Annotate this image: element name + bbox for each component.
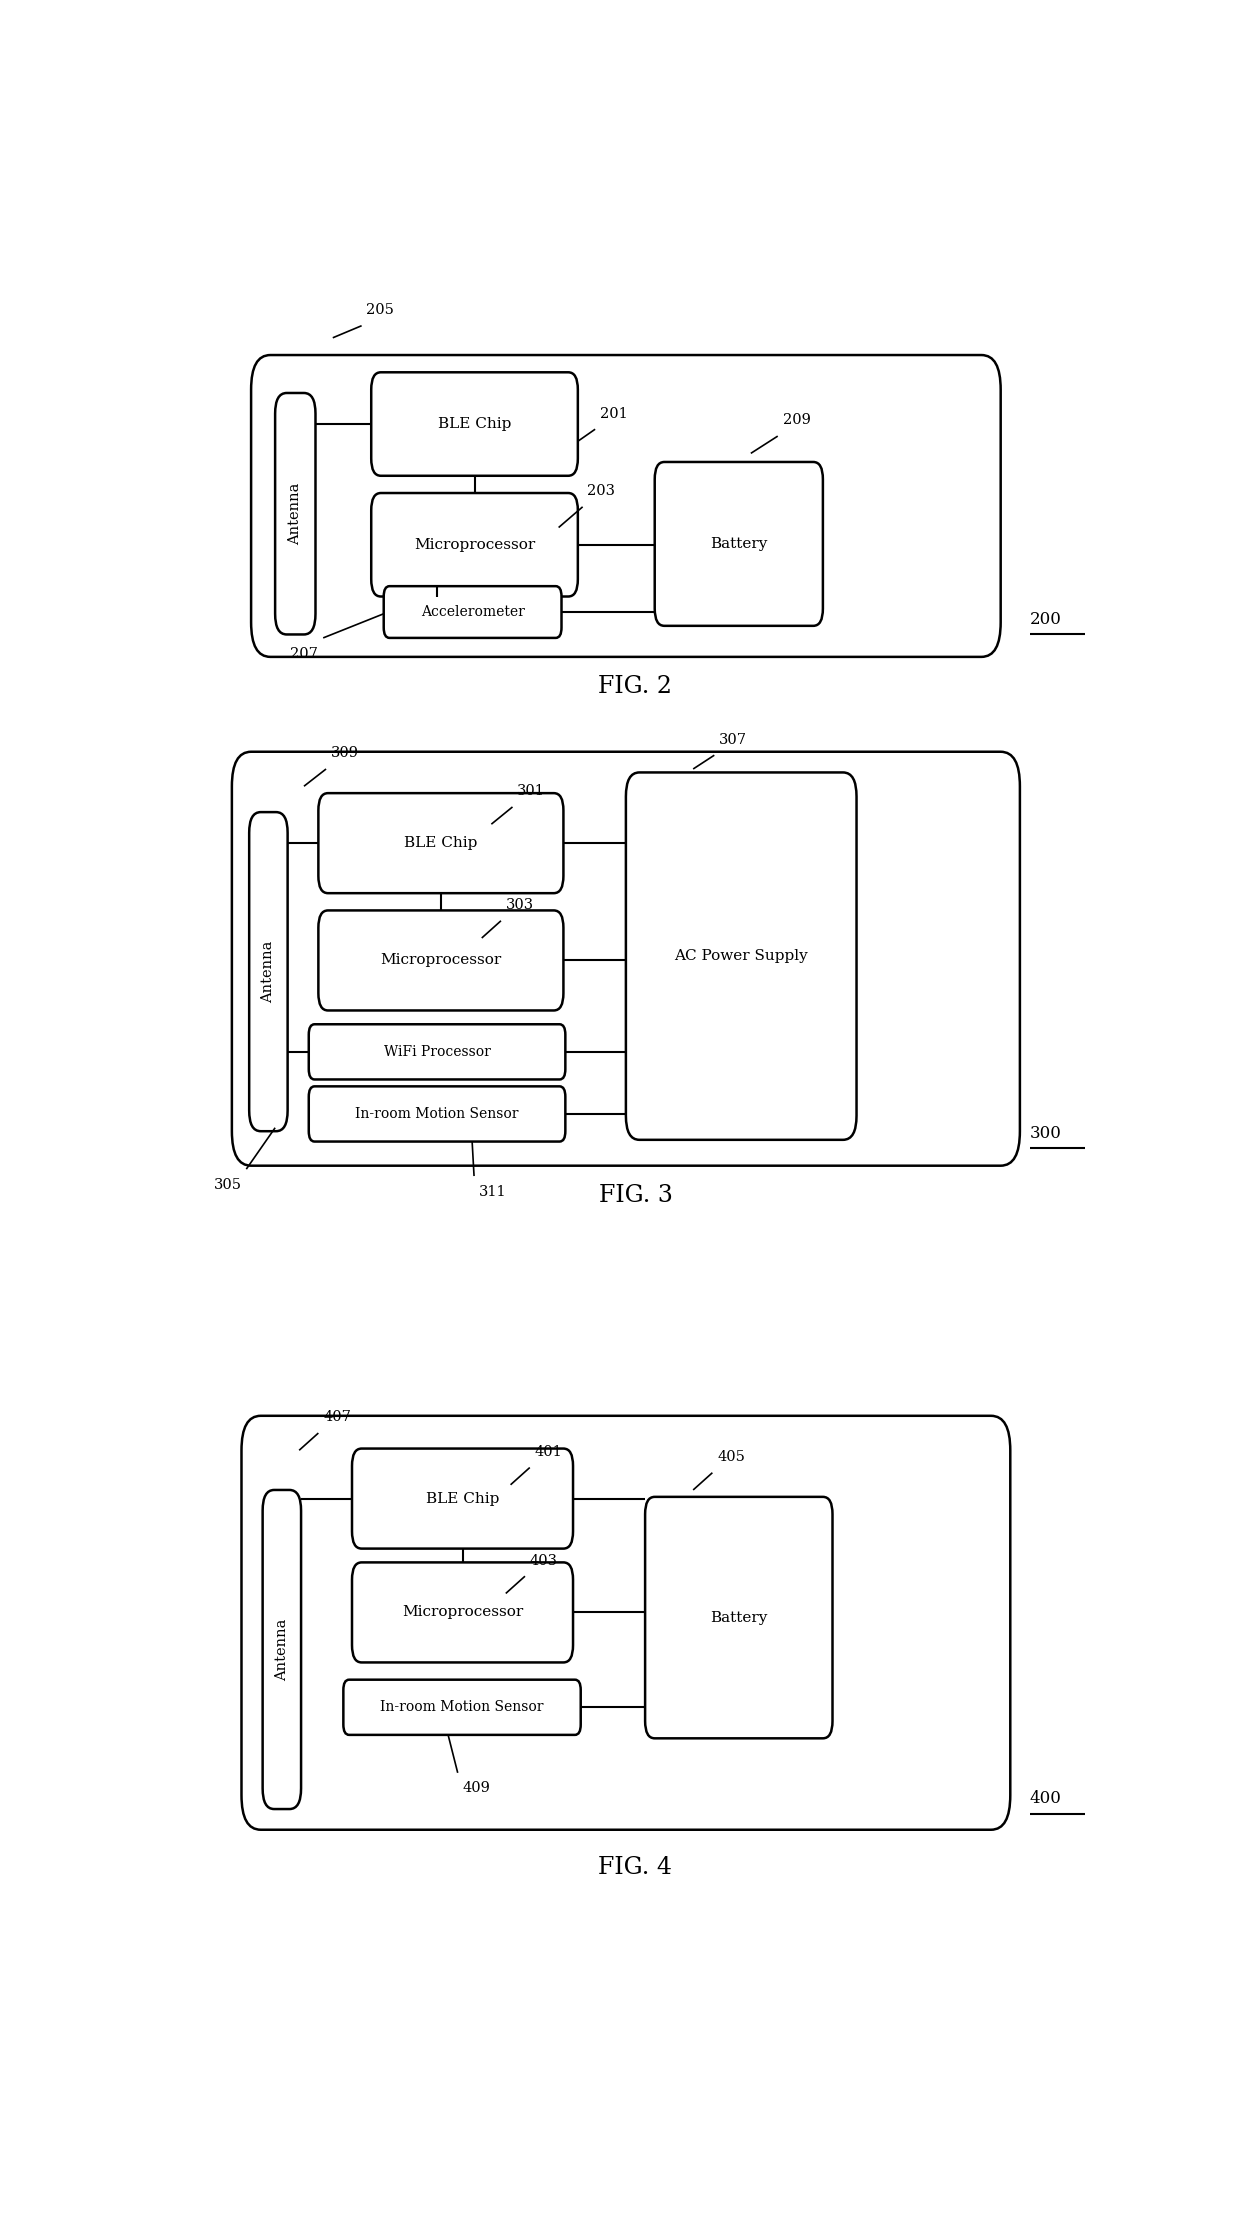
FancyBboxPatch shape (371, 493, 578, 596)
Text: 205: 205 (367, 302, 394, 318)
FancyBboxPatch shape (371, 372, 578, 475)
FancyBboxPatch shape (250, 354, 1001, 656)
Text: 200: 200 (1029, 612, 1061, 627)
FancyBboxPatch shape (343, 1680, 580, 1734)
Text: In-room Motion Sensor: In-room Motion Sensor (381, 1700, 544, 1714)
Text: 400: 400 (1029, 1790, 1061, 1808)
Text: Antenna: Antenna (289, 482, 303, 544)
FancyBboxPatch shape (626, 773, 857, 1140)
Text: 300: 300 (1029, 1124, 1061, 1142)
FancyBboxPatch shape (655, 461, 823, 625)
Text: 303: 303 (506, 898, 534, 912)
Text: BLE Chip: BLE Chip (425, 1492, 500, 1505)
FancyBboxPatch shape (263, 1490, 301, 1810)
FancyBboxPatch shape (309, 1024, 565, 1080)
Text: FIG. 3: FIG. 3 (599, 1183, 672, 1207)
FancyBboxPatch shape (249, 813, 288, 1131)
Text: Battery: Battery (711, 1611, 768, 1624)
FancyBboxPatch shape (232, 753, 1019, 1165)
Text: 305: 305 (213, 1178, 242, 1192)
FancyBboxPatch shape (383, 587, 562, 638)
Text: Battery: Battery (711, 538, 768, 551)
Text: WiFi Processor: WiFi Processor (383, 1044, 491, 1060)
Text: 409: 409 (463, 1781, 490, 1796)
Text: 203: 203 (588, 484, 615, 497)
Text: 407: 407 (324, 1411, 351, 1425)
Text: Microprocessor: Microprocessor (414, 538, 536, 551)
Text: BLE Chip: BLE Chip (438, 417, 511, 430)
FancyBboxPatch shape (352, 1564, 573, 1662)
Text: Accelerometer: Accelerometer (420, 605, 525, 618)
Text: Microprocessor: Microprocessor (381, 954, 501, 968)
FancyBboxPatch shape (275, 392, 315, 634)
Text: AC Power Supply: AC Power Supply (675, 950, 808, 963)
FancyBboxPatch shape (319, 909, 563, 1010)
Text: 307: 307 (719, 732, 748, 746)
FancyBboxPatch shape (242, 1416, 1011, 1830)
Text: 311: 311 (479, 1185, 506, 1198)
Text: 401: 401 (534, 1445, 563, 1458)
FancyBboxPatch shape (645, 1496, 832, 1738)
Text: 309: 309 (331, 746, 358, 759)
Text: In-room Motion Sensor: In-room Motion Sensor (356, 1107, 518, 1120)
FancyBboxPatch shape (352, 1449, 573, 1548)
Text: Microprocessor: Microprocessor (402, 1606, 523, 1620)
Text: 201: 201 (600, 408, 627, 421)
Text: 207: 207 (290, 647, 319, 661)
Text: 301: 301 (517, 784, 546, 797)
Text: 209: 209 (782, 414, 811, 428)
Text: Antenna: Antenna (275, 1617, 289, 1680)
Text: 405: 405 (717, 1449, 745, 1465)
FancyBboxPatch shape (309, 1086, 565, 1142)
Text: FIG. 2: FIG. 2 (599, 674, 672, 697)
Text: Antenna: Antenna (262, 941, 275, 1004)
FancyBboxPatch shape (319, 793, 563, 894)
Text: FIG. 4: FIG. 4 (599, 1857, 672, 1879)
Text: 403: 403 (529, 1555, 558, 1568)
Text: BLE Chip: BLE Chip (404, 836, 477, 851)
